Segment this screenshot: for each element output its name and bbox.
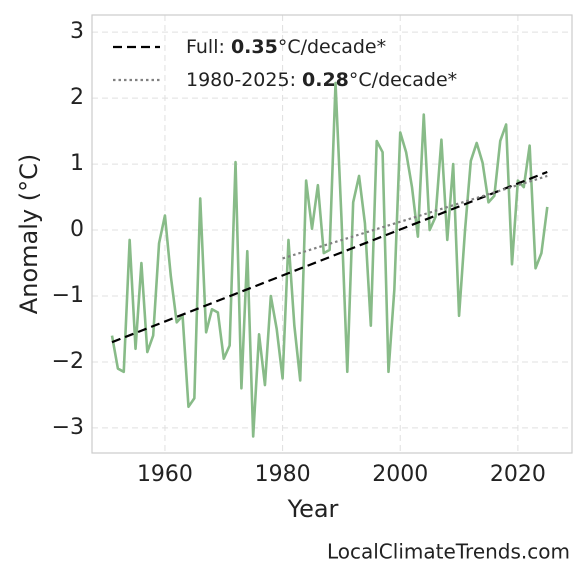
y-tick-label: 1 (70, 151, 84, 176)
x-tick-label: 1960 (137, 462, 193, 487)
y-tick-label: 0 (70, 217, 84, 242)
data-line (110, 81, 549, 438)
watermark: LocalClimateTrends.com (327, 540, 570, 564)
legend-label: 1980-2025: 0.28°C/decade* (186, 69, 457, 91)
y-tick-label: −3 (52, 415, 84, 440)
x-tick-label: 2020 (490, 462, 546, 487)
legend-label-part: °C/decade* (349, 69, 457, 91)
legend-label-part: °C/decade* (278, 36, 386, 58)
y-tick-label: 3 (70, 19, 84, 44)
trend-line (111, 170, 548, 344)
x-axis-label: Year (287, 495, 339, 523)
legend-label-part: Full: (186, 36, 231, 58)
x-tick-label: 1980 (255, 462, 311, 487)
legend-label-part: 1980-2025: (186, 69, 302, 91)
legend-label: Full: 0.35°C/decade* (186, 36, 386, 58)
y-axis-label: Anomaly (°C) (15, 154, 43, 314)
legend-label-part: 0.28 (302, 69, 349, 91)
y-tick-label: −2 (52, 349, 84, 374)
legend-label-part: 0.35 (231, 36, 278, 58)
plot-frame (91, 14, 573, 454)
trend-line (282, 174, 548, 260)
y-tick-label: −1 (52, 283, 84, 308)
x-tick-label: 2000 (372, 462, 428, 487)
y-tick-label: 2 (70, 85, 84, 110)
